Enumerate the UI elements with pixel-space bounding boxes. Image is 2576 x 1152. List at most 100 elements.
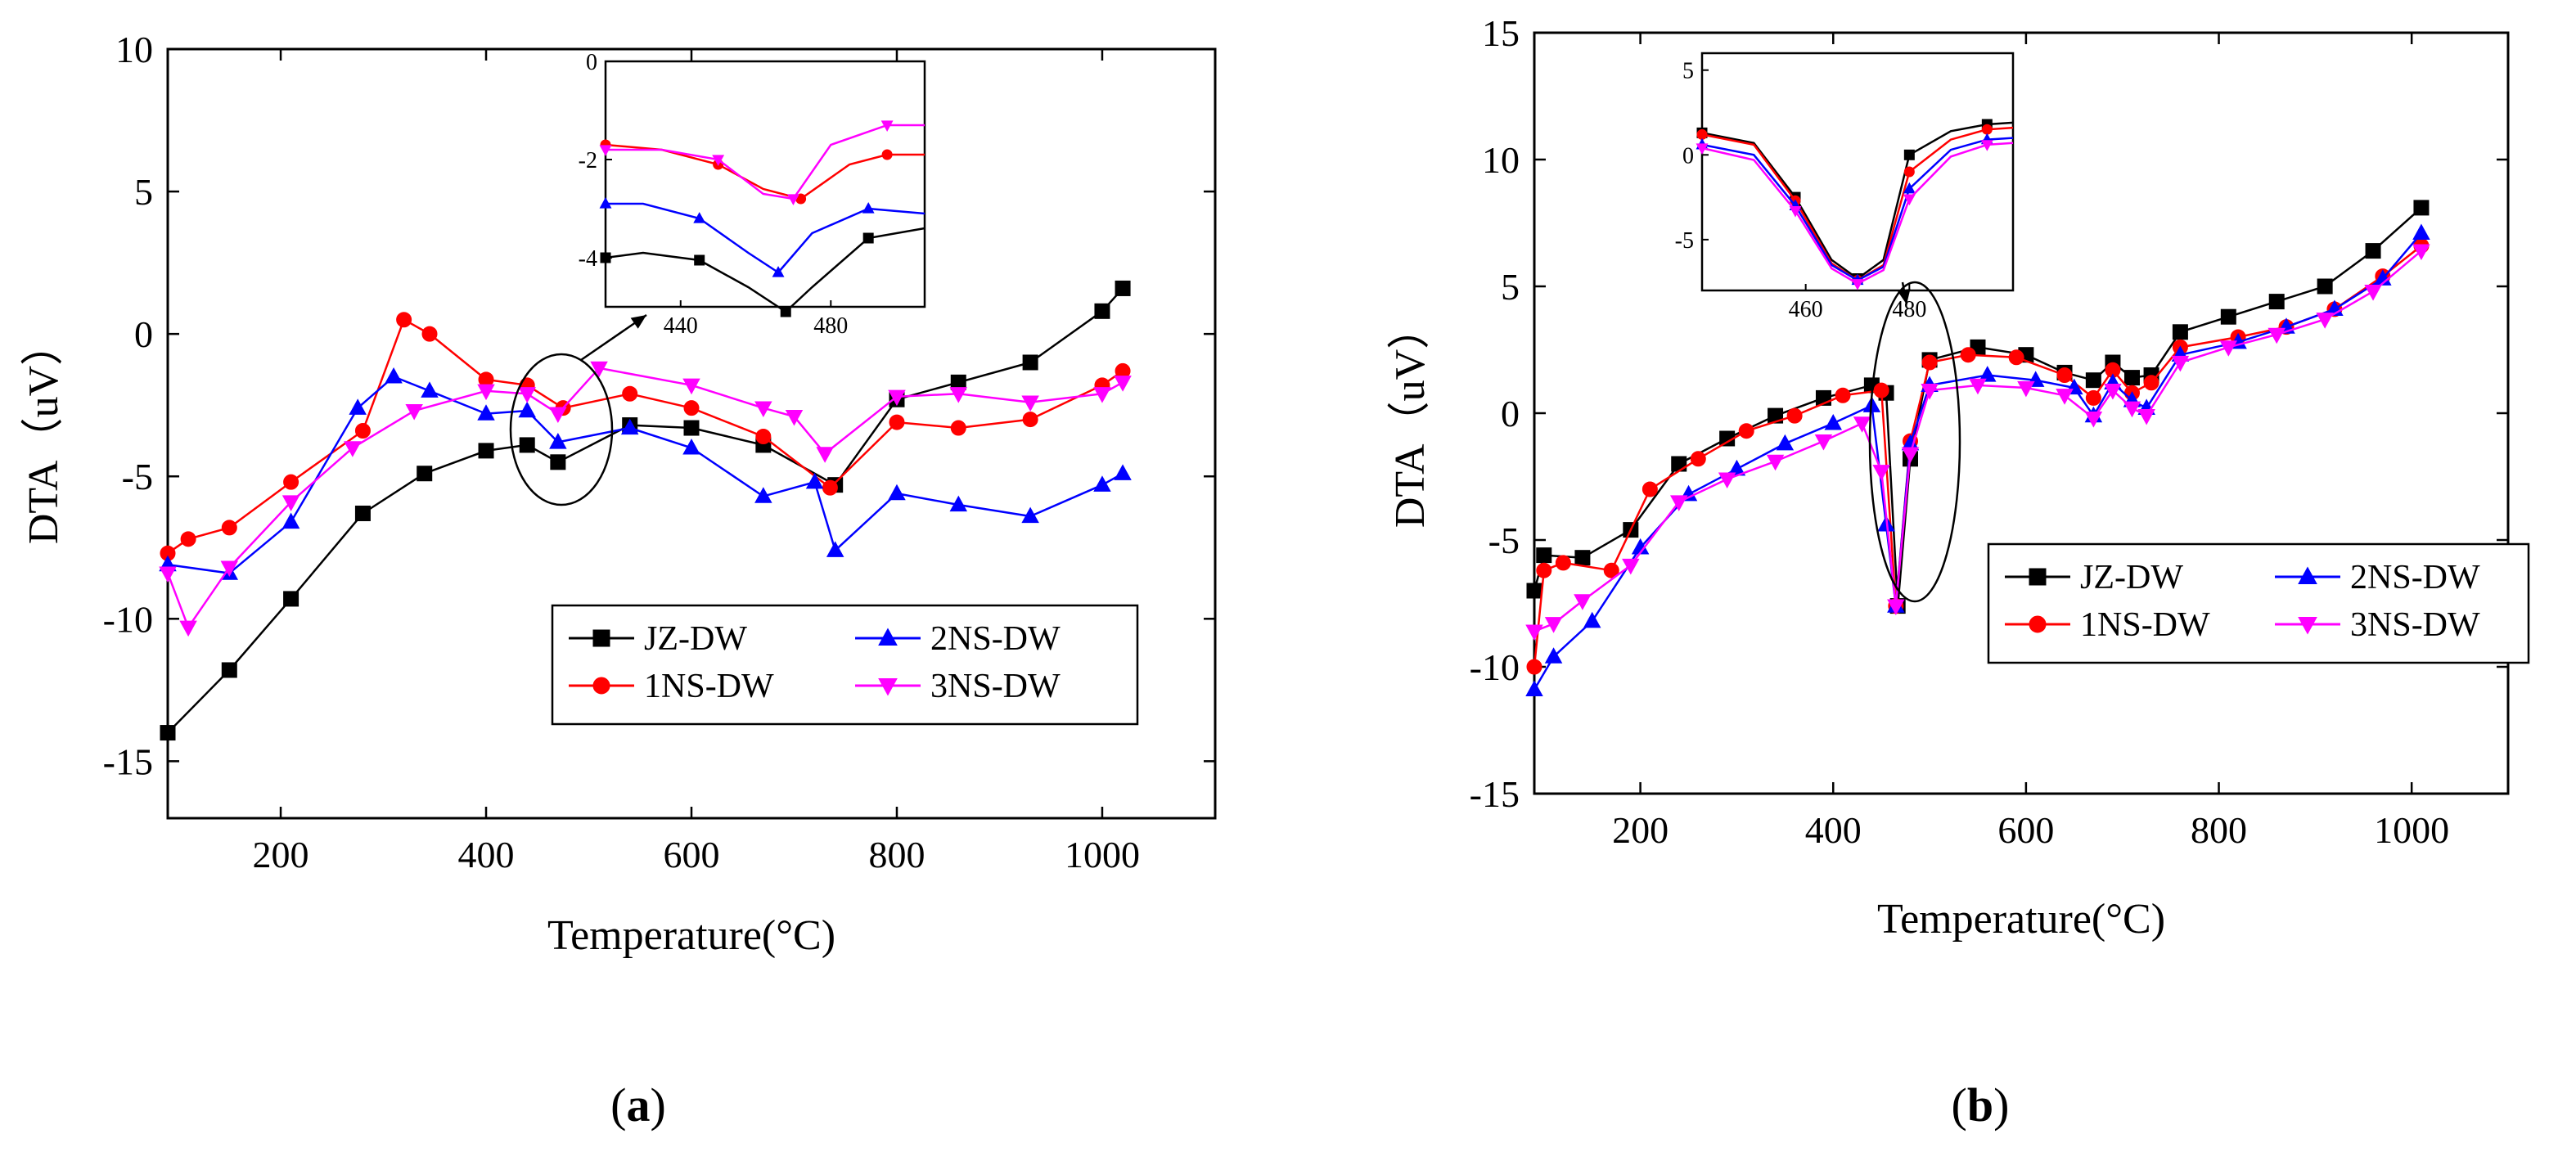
panel-label-b-letter: b: [1967, 1078, 1993, 1132]
data-point-3ns-dw: [281, 495, 300, 511]
legend-marker-1ns-dw: [2029, 615, 2047, 633]
data-point-jz-dw: [2268, 294, 2285, 310]
data-point-2ns-dw: [385, 367, 403, 384]
data-point-jz-dw: [1115, 280, 1131, 296]
data-point-1ns-dw: [889, 414, 905, 430]
data-point-3ns-dw: [1021, 395, 1039, 412]
inset-data-point-2ns-dw: [693, 212, 706, 223]
data-point-2ns-dw: [805, 472, 824, 489]
x-tick-label: 1000: [1065, 834, 1140, 875]
x-tick-label: 800: [868, 834, 925, 875]
data-point-1ns-dw: [2143, 375, 2159, 391]
data-point-3ns-dw: [1544, 617, 1563, 633]
data-point-2ns-dw: [949, 495, 968, 512]
data-point-jz-dw: [519, 437, 535, 453]
panel-a: 200 400 600 800 1000 10 5 0 -5 -10 -15 Temperature…: [20, 29, 1217, 1132]
data-point-3ns-dw: [1887, 599, 1905, 615]
inset-data-point-1ns-dw: [1903, 166, 1915, 178]
legend-b: JZ-DW 2NS-DW 1NS-DW 3NS-DW: [1987, 542, 2530, 664]
data-point-2ns-dw: [1544, 647, 1563, 664]
panel-label-a-close: ): [651, 1078, 666, 1132]
data-point-3ns-dw: [220, 560, 239, 578]
data-point-2ns-dw: [281, 512, 300, 529]
data-point-1ns-dw: [221, 520, 237, 536]
zoom-region-ellipse: [1868, 281, 1961, 603]
panel-label-b: (b): [1952, 1078, 2010, 1132]
inset-series-line-3ns-dw: [1701, 142, 2014, 286]
inset-series-line-2ns-dw: [1701, 137, 2014, 282]
data-point-3ns-dw: [2084, 412, 2103, 428]
x-tick-label: 400: [1805, 809, 1862, 851]
inset-y-tick-label: 5: [1682, 59, 1694, 84]
data-point-jz-dw: [354, 505, 371, 521]
inset-data-point-3ns-dw: [880, 120, 894, 132]
data-point-jz-dw: [160, 725, 176, 741]
data-point-jz-dw: [550, 454, 566, 470]
data-point-3ns-dw: [816, 447, 834, 463]
data-point-2ns-dw: [826, 541, 844, 557]
data-point-3ns-dw: [1669, 495, 1688, 511]
y-tick-label: 0: [1501, 393, 1520, 434]
inset-a: 440 480 0 -2 -4: [509, 50, 926, 506]
legend-label-1ns-dw: 1NS-DW: [644, 668, 774, 705]
inset-data-point-2ns-dw: [862, 202, 875, 214]
data-point-jz-dw: [2220, 308, 2236, 325]
data-point-jz-dw: [2172, 324, 2188, 340]
data-point-3ns-dw: [179, 620, 197, 637]
legend-marker-3ns-dw: [878, 678, 898, 696]
series-line-jz-dw: [1533, 206, 2422, 607]
x-tick-label: 1000: [2374, 809, 2449, 851]
data-point-2ns-dw: [1114, 464, 1132, 480]
data-point-3ns-dw: [682, 378, 700, 395]
inset-y-tick-label: 0: [1682, 143, 1694, 169]
data-point-1ns-dw: [1022, 412, 1038, 428]
legend-marker-2ns-dw: [878, 628, 898, 646]
data-point-jz-dw: [417, 466, 433, 482]
data-point-3ns-dw: [1525, 624, 1543, 641]
data-point-3ns-dw: [1901, 447, 1920, 463]
inset-data-point-jz-dw: [600, 252, 611, 263]
data-point-jz-dw: [1526, 583, 1542, 599]
zoom-arrow-head: [1897, 288, 1911, 304]
y-tick-label: -10: [1470, 646, 1520, 688]
inset-data-point-3ns-dw: [712, 155, 725, 166]
data-point-2ns-dw: [1824, 414, 1842, 430]
data-point-3ns-dw: [1574, 594, 1592, 610]
inset-data-point-jz-dw: [694, 254, 705, 266]
series-line-2ns-dw: [167, 376, 1124, 574]
y-tick-label: -15: [1470, 773, 1520, 815]
data-point-2ns-dw: [2412, 223, 2430, 241]
data-point-1ns-dw: [421, 326, 438, 342]
data-point-3ns-dw: [1093, 387, 1111, 403]
data-point-2ns-dw: [754, 487, 772, 503]
data-point-1ns-dw: [755, 428, 772, 444]
data-point-3ns-dw: [549, 407, 567, 424]
inset-data-point-jz-dw: [862, 232, 874, 244]
data-point-2ns-dw: [888, 484, 906, 501]
panel-label-a-open: (: [610, 1078, 626, 1132]
data-point-3ns-dw: [2316, 313, 2334, 329]
series-line-1ns-dw: [167, 318, 1124, 555]
inset-frame: [1700, 52, 2015, 292]
data-point-3ns-dw: [2171, 355, 2190, 372]
x-tick-label: 400: [458, 834, 515, 875]
inset-data-point-3ns-dw: [599, 145, 612, 156]
y-axis-title-a: DTA（uV）: [20, 323, 67, 544]
x-axis-title-b: Temperature(°C): [1877, 896, 2165, 943]
inset-data-point-2ns-dw: [772, 266, 785, 277]
inset-data-point-jz-dw: [1903, 149, 1915, 160]
inset-data-point-3ns-dw: [1980, 140, 1993, 151]
data-point-jz-dw: [1574, 550, 1591, 566]
axis-ticks-a: 200 400 600 800 1000 10 5 0 -5 -10 -15: [103, 29, 1215, 875]
series-line-1ns-dw: [1533, 245, 2422, 668]
inset-data-point-1ns-dw: [1981, 124, 1993, 135]
y-tick-label: -5: [122, 456, 153, 497]
data-point-2ns-dw: [1583, 611, 1601, 628]
data-point-1ns-dw: [1786, 407, 1803, 424]
legend-marker-jz-dw: [592, 629, 610, 647]
inset-data-point-2ns-dw: [1903, 182, 1916, 194]
y-axis-title-b: DTA（uV）: [1387, 307, 1434, 528]
legend-label-jz-dw: JZ-DW: [644, 620, 747, 658]
inset-y-tick-label: 0: [586, 50, 597, 75]
legend-box: [551, 604, 1139, 726]
